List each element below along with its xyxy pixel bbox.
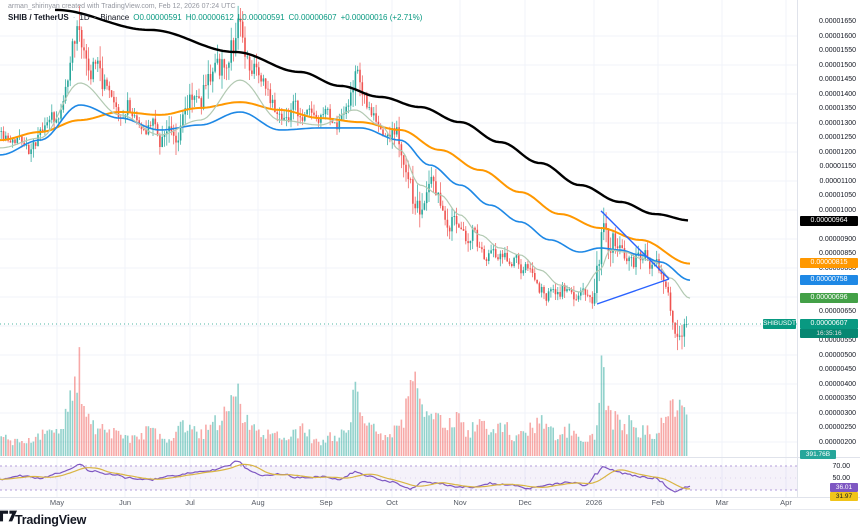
symbol-name[interactable]: SHIB / TetherUS (8, 13, 69, 22)
ma21-badge: 0.00000696 (800, 293, 858, 303)
footer-bar: TradingView (0, 509, 860, 530)
price-tick-label: 0.00001050 (819, 192, 856, 199)
time-tick-label: 2026 (585, 498, 603, 507)
rsi-badge: 36.01 (830, 483, 858, 492)
legend-separator: · (93, 13, 97, 22)
volume-down-bars (2, 347, 683, 456)
legend-separator: · (72, 13, 76, 22)
price-tick-label: 0.00000800 (819, 264, 856, 272)
ma100-badge: 0.00000815 (800, 258, 858, 268)
time-tick-label: Jul (185, 498, 195, 507)
price-tick-label: 0.00001550 (819, 47, 856, 54)
ma100-line (0, 101, 691, 265)
rsi-tick-label: 70.00 (832, 462, 850, 470)
pane-separators (0, 0, 860, 498)
time-tick-label: Apr (780, 498, 792, 507)
rsi-tick-label: 50.00 (832, 474, 850, 482)
rsi-band-fill (0, 466, 797, 490)
rsi-indicator-lines (0, 460, 691, 493)
price-tick-label: 0.00001400 (819, 90, 856, 98)
time-tick-label: Aug (251, 498, 265, 507)
tradingview-logo-text[interactable]: TradingView (15, 513, 87, 527)
price-tick-label: 0.00000350 (819, 395, 856, 402)
time-tick-label: Feb (651, 498, 665, 507)
ma50-badge: 0.00000758 (800, 275, 858, 285)
interval-label[interactable]: 1D (79, 13, 90, 22)
trendline-drawings[interactable] (596, 210, 670, 305)
last-price-badge: 0.00000607 (800, 319, 858, 329)
exchange-label[interactable]: Binance (100, 13, 130, 22)
down-wicks (3, 5, 683, 351)
price-tick-label: 0.00000300 (819, 409, 856, 417)
change-value: +0.00000016 (+2.71%) (340, 13, 423, 22)
price-tick-label: 0.00000450 (819, 366, 856, 373)
price-tick-label: 0.00000500 (819, 351, 856, 359)
rsi-ma-line (0, 463, 690, 490)
triangle-lower[interactable] (596, 278, 670, 305)
price-tick-label: 0.00001200 (819, 148, 856, 156)
time-tick-label: Mar (715, 498, 729, 507)
symbol-legend[interactable]: SHIB / TetherUS · 1D · Binance O0.000005… (8, 13, 422, 22)
price-tick-label: 0.00000400 (819, 380, 856, 388)
price-tick-label: 0.00000250 (819, 424, 856, 431)
triangle-upper[interactable] (600, 210, 670, 280)
time-tick-label: Sep (319, 498, 333, 507)
ma200-badge: 0.00000964 (800, 216, 858, 226)
volume-bars (0, 347, 688, 456)
bar-countdown: 16:35:16 (800, 329, 858, 338)
open-value: O0.00000591 (133, 13, 182, 22)
price-tick-label: 0.00001300 (819, 119, 856, 127)
price-tick-label: 0.00001650 (819, 18, 856, 25)
rsi-ma-badge: 31.97 (830, 492, 858, 501)
time-tick-label: Oct (386, 498, 398, 507)
volume-badge: 391.76B (800, 450, 836, 459)
low-value: L0.00000591 (237, 13, 285, 22)
price-tick-label: 0.00000850 (819, 250, 856, 257)
time-tick-label: May (49, 498, 65, 507)
time-tick-label: Jun (118, 498, 132, 507)
price-tick-label: 0.00000900 (819, 235, 856, 243)
rsi-line (0, 460, 691, 493)
tradingview-logo-icon[interactable] (0, 510, 17, 523)
time-tick-label: Dec (518, 498, 532, 507)
ma21-line (0, 79, 691, 299)
price-tick-label: 0.00001000 (819, 206, 856, 214)
price-tick-label: 0.00001100 (819, 177, 856, 185)
ma200-line (55, 8, 689, 222)
high-value: H0.00000612 (185, 13, 234, 22)
close-value: C0.00000607 (288, 13, 337, 22)
rsi-band (0, 465, 797, 491)
price-tick-label: 0.00001500 (819, 61, 856, 69)
price-tick-label: 0.00001150 (819, 163, 856, 170)
price-tick-label: 0.00000200 (819, 438, 856, 446)
volume-up-bars (0, 355, 688, 456)
price-tick-label: 0.00000650 (819, 308, 856, 315)
candlestick-series (0, 5, 688, 351)
moving-average-lines (0, 8, 691, 299)
price-tick-label: 0.00001450 (819, 76, 856, 83)
price-tick-label: 0.00001600 (819, 32, 856, 40)
up-bodies (0, 18, 688, 337)
up-wicks (0, 5, 687, 347)
ma50-line (0, 104, 691, 281)
author-watermark: arman_shirinyan created with TradingView… (8, 3, 236, 10)
time-tick-label: Nov (453, 498, 467, 507)
price-tick-label: 0.00001350 (819, 105, 856, 112)
price-tick-label: 0.00000550 (819, 337, 856, 344)
symbol-price-chip: SHIBUSDT (763, 319, 796, 329)
price-tick-label: 0.00001250 (819, 134, 856, 141)
